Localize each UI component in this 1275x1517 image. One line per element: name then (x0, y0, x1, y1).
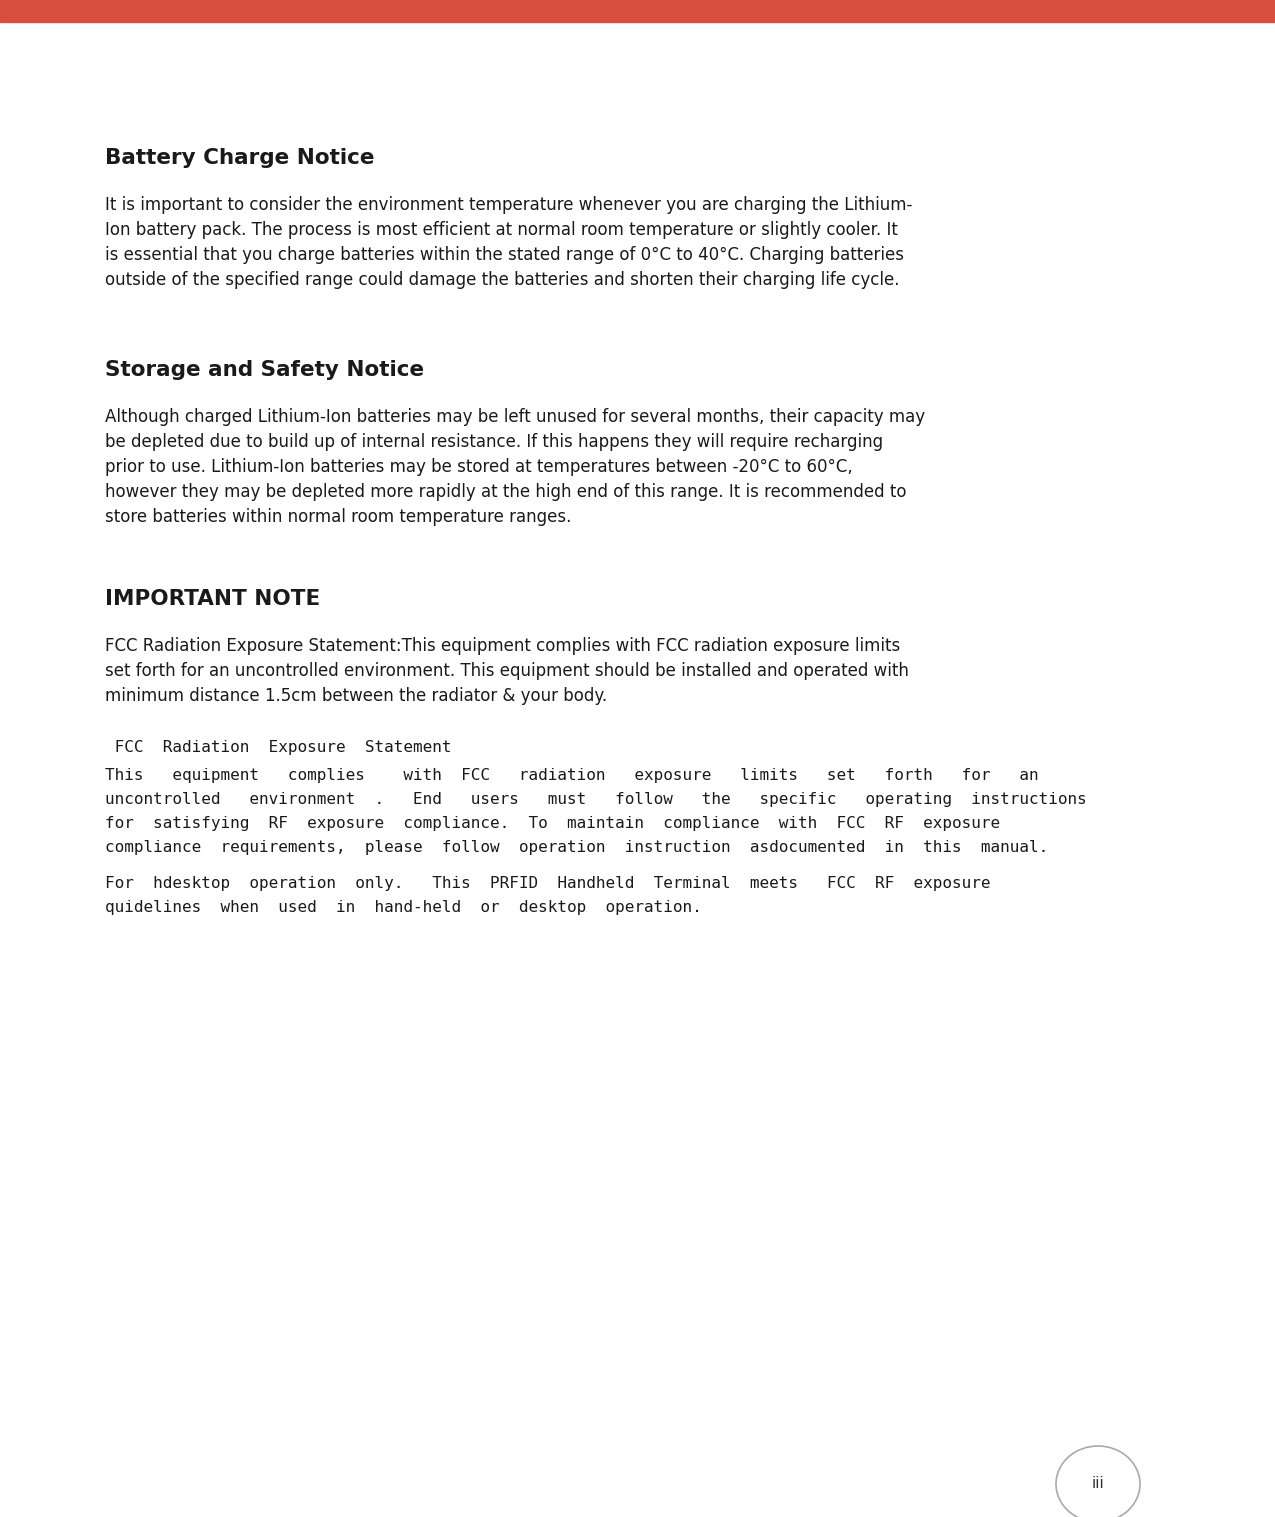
Text: store batteries within normal room temperature ranges.: store batteries within normal room tempe… (105, 508, 571, 526)
Text: minimum distance 1.5cm between the radiator & your body.: minimum distance 1.5cm between the radia… (105, 687, 607, 705)
Bar (0, 0, 1275, 23)
Text: be depleted due to build up of internal resistance. If this happens they will re: be depleted due to build up of internal … (105, 432, 884, 451)
Text: quidelines  when  used  in  hand-held  or  desktop  operation.: quidelines when used in hand-held or des… (105, 900, 701, 915)
Text: It is important to consider the environment temperature whenever you are chargin: It is important to consider the environm… (105, 196, 913, 214)
Text: Storage and Safety Notice: Storage and Safety Notice (105, 360, 425, 379)
Text: FCC Radiation Exposure Statement:This equipment complies with FCC radiation expo: FCC Radiation Exposure Statement:This eq… (105, 637, 900, 655)
Text: outside of the specified range could damage the batteries and shorten their char: outside of the specified range could dam… (105, 272, 899, 290)
Text: Ion battery pack. The process is most efficient at normal room temperature or sl: Ion battery pack. The process is most ef… (105, 221, 898, 240)
Text: is essential that you charge batteries within the stated range of 0°C to 40°C. C: is essential that you charge batteries w… (105, 246, 904, 264)
Text: This   equipment   complies    with  FCC   radiation   exposure   limits   set  : This equipment complies with FCC radiati… (105, 768, 1039, 783)
Text: Battery Charge Notice: Battery Charge Notice (105, 149, 375, 168)
Text: Although charged Lithium-Ion batteries may be left unused for several months, th: Although charged Lithium-Ion batteries m… (105, 408, 926, 426)
Text: uncontrolled   environment  .   End   users   must   follow   the   specific   o: uncontrolled environment . End users mus… (105, 792, 1086, 807)
Text: for  satisfying  RF  exposure  compliance.  To  maintain  compliance  with  FCC : for satisfying RF exposure compliance. T… (105, 816, 1000, 831)
Text: compliance  requirements,  please  follow  operation  instruction  asdocumented : compliance requirements, please follow o… (105, 840, 1048, 856)
Text: iii: iii (1091, 1476, 1104, 1491)
Text: IMPORTANT NOTE: IMPORTANT NOTE (105, 589, 320, 608)
Text: FCC  Radiation  Exposure  Statement: FCC Radiation Exposure Statement (105, 740, 451, 755)
Text: prior to use. Lithium-Ion batteries may be stored at temperatures between -20°C : prior to use. Lithium-Ion batteries may … (105, 458, 853, 476)
Text: set forth for an uncontrolled environment. This equipment should be installed an: set forth for an uncontrolled environmen… (105, 661, 909, 680)
Text: however they may be depleted more rapidly at the high end of this range. It is r: however they may be depleted more rapidl… (105, 482, 907, 501)
Text: For  hdesktop  operation  only.   This  PRFID  Handheld  Terminal  meets   FCC  : For hdesktop operation only. This PRFID … (105, 875, 991, 890)
